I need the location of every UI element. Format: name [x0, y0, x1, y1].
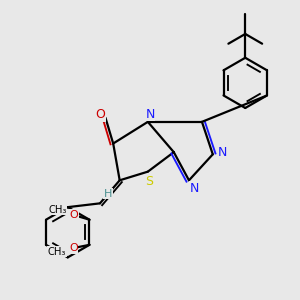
Text: N: N	[218, 146, 227, 159]
Text: CH₃: CH₃	[48, 247, 66, 257]
Text: H: H	[103, 189, 112, 199]
Text: N: N	[145, 108, 155, 121]
Text: N: N	[190, 182, 199, 195]
Text: S: S	[145, 175, 153, 188]
Text: O: O	[95, 108, 105, 121]
Text: O: O	[69, 243, 78, 253]
Text: O: O	[69, 210, 78, 220]
Text: CH₃: CH₃	[48, 205, 67, 214]
